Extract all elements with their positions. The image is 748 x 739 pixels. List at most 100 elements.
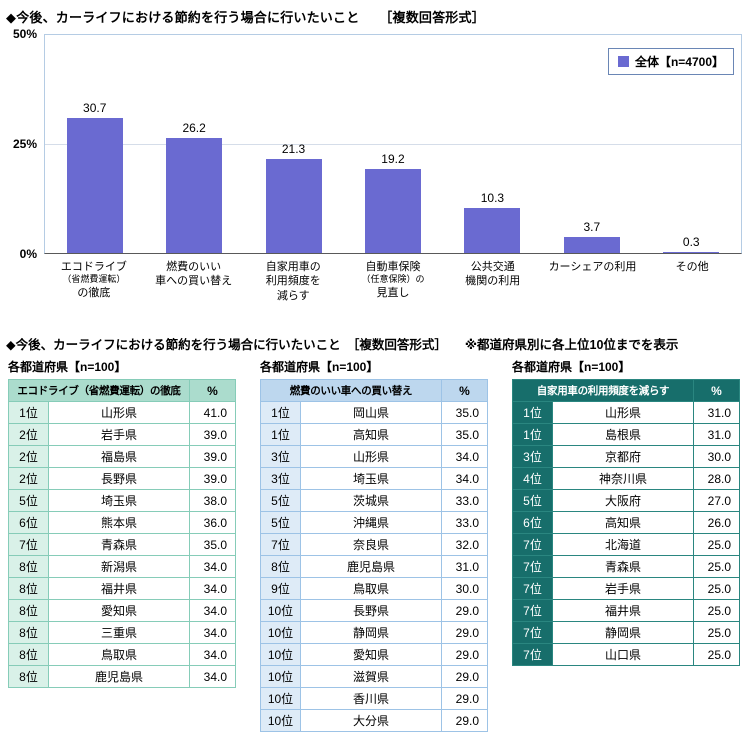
percent-cell: 29.0 [441, 687, 488, 710]
rank-cell: 4位 [512, 467, 553, 490]
table-n-label: 各都道府県【n=100】 [512, 360, 631, 374]
bar [464, 207, 521, 253]
bar-value-label: 3.7 [583, 219, 601, 234]
percent-cell: 25.0 [693, 643, 740, 666]
rank-cell: 7位 [8, 533, 49, 556]
bar-group: 19.2 [343, 152, 442, 253]
rank-cell: 6位 [512, 511, 553, 534]
rank-cell: 2位 [8, 467, 49, 490]
percent-cell: 36.0 [189, 511, 236, 534]
percent-cell: 39.0 [189, 423, 236, 446]
rank-cell: 7位 [512, 643, 553, 666]
rank-cell: 10位 [260, 687, 301, 710]
rank-cell: 1位 [260, 401, 301, 424]
table-row: 4位 神奈川県 28.0 [512, 467, 740, 490]
prefecture-cell: 鳥取県 [300, 577, 442, 600]
bar [563, 236, 620, 253]
y-tick-label: 0% [19, 247, 37, 261]
table-row: 2位 長野県 39.0 [8, 467, 236, 490]
rank-cell: 8位 [8, 555, 49, 578]
prefecture-cell: 鹿児島県 [300, 555, 442, 578]
rank-cell: 1位 [512, 423, 553, 446]
prefecture-cell: 新潟県 [48, 555, 190, 578]
section2-title-text: ◆今後、カーライフにおける節約を行う場合に行いたいこと ［複数回答形式］ [6, 338, 447, 352]
table-row: 3位 埼玉県 34.0 [260, 467, 488, 490]
prefecture-cell: 大分県 [300, 709, 442, 732]
pref-table-ecodrive: 各都道府県【n=100】 エコドライブ（省燃費運転）の徹底 % 1位 山形県 41.… [8, 358, 236, 732]
prefecture-cell: 京都府 [552, 445, 694, 468]
category-label: エコドライブ （省燃費運転） の徹底 [60, 261, 127, 299]
table-row: 6位 高知県 26.0 [512, 511, 740, 534]
y-axis-labels: 50% 25% 0% [0, 27, 40, 261]
percent-cell: 25.0 [693, 621, 740, 644]
pref-table-fuel-efficient-car: 各都道府県【n=100】 燃費のいい車への買い替え % 1位 岡山県 35.0 1位高… [260, 358, 488, 732]
table-row: 1位 岡山県 35.0 [260, 401, 488, 424]
rank-cell: 7位 [260, 533, 301, 556]
table-row: 7位 青森県 35.0 [8, 533, 236, 556]
prefecture-cell: 茨城県 [300, 489, 442, 512]
prefecture-cell: 奈良県 [300, 533, 442, 556]
y-tick-label: 25% [12, 137, 37, 151]
percent-cell: 28.0 [693, 467, 740, 490]
prefecture-cell: 山形県 [552, 401, 694, 424]
prefecture-cell: 愛知県 [300, 643, 442, 666]
chart-title: ◆今後、カーライフにおける節約を行う場合に行いたいこと ［複数回答形式］ [6, 10, 485, 25]
bar-group: 21.3 [244, 142, 343, 253]
bar [265, 159, 322, 253]
table-row: 7位 山口県 25.0 [512, 643, 740, 666]
prefecture-cell: 高知県 [300, 423, 442, 446]
prefecture-cell: 山形県 [48, 401, 190, 424]
table-row: 1位 山形県 31.0 [512, 401, 740, 424]
percent-cell: 31.0 [693, 423, 740, 446]
prefecture-cell: 神奈川県 [552, 467, 694, 490]
prefecture-cell: 大阪府 [552, 489, 694, 512]
percent-cell: 32.0 [441, 533, 488, 556]
rank-cell: 10位 [260, 665, 301, 688]
rank-cell: 5位 [512, 489, 553, 512]
rank-cell: 8位 [8, 643, 49, 666]
percent-cell: 27.0 [693, 489, 740, 512]
rank-cell: 10位 [260, 599, 301, 622]
bar-group: 30.7 [45, 101, 144, 253]
percent-cell: 34.0 [189, 555, 236, 578]
category-label: その他 [675, 261, 709, 273]
table-body: 1位 山形県 41.0 2位 岩手県 39.0 2位 福島県 39.0 2位 長野県 39.0 5位 埼玉… [8, 401, 236, 688]
table-row: 3位 山形県 34.0 [260, 445, 488, 468]
percent-cell: 34.0 [189, 577, 236, 600]
table-body: 1位 岡山県 35.0 1位 高知県 35.0 3位 山形県 34.0 3位 埼玉県 34.0 5位 茨城… [260, 401, 488, 732]
prefecture-cell: 山形県 [300, 445, 442, 468]
bar-value-label: 26.2 [182, 120, 206, 135]
rank-cell: 10位 [260, 643, 301, 666]
table-row: 7位 岩手県 25.0 [512, 577, 740, 600]
prefecture-cell: 鹿児島県 [48, 665, 190, 688]
percent-cell: 34.0 [189, 665, 236, 688]
table-row: 5位 沖縄県 33.0 [260, 511, 488, 534]
percent-cell: 29.0 [441, 621, 488, 644]
ranking-table-fuel-efficient-car: 燃費のいい車への買い替え % 1位 岡山県 35.0 1位 高知県 35.0 3位 山形県 34… [260, 379, 488, 732]
x-axis-labels: エコドライブ （省燃費運転） の徹底 燃費のいい 車への買い替え 自家用車の 利用頻度を 減ら… [44, 257, 742, 303]
table-body: 1位 山形県 31.0 1位 島根県 31.0 3位 京都府 30.0 4位 神奈川県 28.0 5位大… [512, 401, 740, 666]
rank-cell: 8位 [260, 555, 301, 578]
table-item-header: 燃費のいい車への買い替え [260, 379, 442, 402]
legend-swatch-icon [617, 56, 629, 67]
table-row: 8位 鳥取県 34.0 [8, 643, 236, 666]
bar-value-label: 10.3 [480, 190, 505, 205]
table-header-row: エコドライブ（省燃費運転）の徹底 % [8, 379, 236, 402]
ranking-table-reduce-car-use: 自家用車の利用頻度を減らす % 1位 山形県 31.0 1位 島根県 31.0 3位 京都府 3… [512, 379, 740, 666]
bar [166, 137, 223, 253]
table-header-row: 自家用車の利用頻度を減らす % [512, 379, 740, 402]
rank-cell: 1位 [512, 401, 553, 424]
category-label: カーシェアの利用 [548, 261, 637, 273]
prefecture-cell: 福島県 [48, 445, 190, 468]
percent-cell: 30.0 [441, 577, 488, 600]
prefecture-cell: 青森県 [48, 533, 190, 556]
bar [663, 251, 720, 253]
percent-cell: 39.0 [189, 445, 236, 468]
table-header-row: 燃費のいい車への買い替え % [260, 379, 488, 402]
rank-cell: 7位 [512, 621, 553, 644]
section2-title: ◆今後、カーライフにおける節約を行う場合に行いたいこと ［複数回答形式］ ※都道… [6, 334, 678, 353]
prefecture-cell: 北海道 [552, 533, 694, 556]
rank-cell: 5位 [260, 511, 301, 534]
percent-cell: 35.0 [189, 533, 236, 556]
table-row: 7位 奈良県 32.0 [260, 533, 488, 556]
